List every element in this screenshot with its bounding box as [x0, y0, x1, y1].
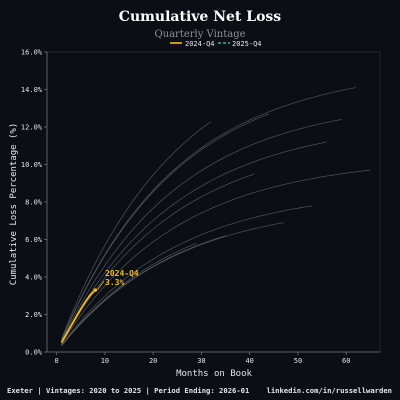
vintage-line: [61, 235, 226, 347]
vintage-line: [61, 173, 255, 344]
y-tick-label: 2.0%: [25, 311, 43, 319]
chart-title: Cumulative Net Loss: [118, 9, 282, 25]
legend: 2024-Q4 2025-Q4: [170, 40, 262, 48]
legend-label-2025-q4: 2025-Q4: [232, 40, 262, 48]
annotation-series-label: 2024-Q4: [105, 269, 139, 278]
chart-subtitle: Quarterly Vintage: [154, 29, 246, 40]
y-tick-label: 16.0%: [21, 49, 43, 57]
highlighted-series: [60, 288, 98, 344]
x-tick-label: 40: [245, 357, 253, 365]
vintage-line: [61, 119, 342, 342]
footer-source: Exeter | Vintages: 2020 to 2025 | Period…: [7, 386, 250, 395]
x-axis-label: Months on Book: [176, 369, 252, 379]
vintage-line: [61, 205, 313, 346]
vintage-line: [61, 141, 327, 343]
x-tick-label: 20: [149, 357, 157, 365]
vintage-line: [61, 87, 356, 341]
background-vintage-lines: [61, 87, 371, 347]
vintage-line: [61, 169, 371, 345]
x-tick-label: 50: [294, 357, 302, 365]
footer-credit: linkedin.com/in/russellwarden: [266, 386, 393, 395]
y-tick-label: 4.0%: [25, 274, 43, 282]
legend-label-2024-q4: 2024-Q4: [185, 40, 215, 48]
y-tick-label: 6.0%: [25, 236, 43, 244]
x-tick-label: 0: [55, 357, 59, 365]
x-tick-label: 10: [101, 357, 109, 365]
series-line-2024-q4: [60, 289, 96, 344]
annotation: 2024-Q4 3.3%: [96, 269, 139, 291]
axes: 0 10 20 30 40 50 60 0.0% 2.0% 4.0% 6.0% 8.0% 10.0% 12…: [21, 49, 381, 365]
series-endpoint-2024-q4: [93, 288, 98, 292]
vintage-line: [61, 113, 270, 341]
x-tick-label: 30: [197, 357, 205, 365]
y-tick-label: 10.0%: [21, 161, 43, 169]
vintage-line: [61, 121, 212, 340]
y-tick-label: 8.0%: [25, 199, 43, 207]
x-tick-label: 60: [342, 357, 350, 365]
annotation-arrow: [96, 280, 105, 291]
annotation-value-label: 3.3%: [105, 278, 124, 287]
y-axis-label: Cumulative Loss Percentage (%): [9, 123, 19, 286]
y-tick-label: 0.0%: [25, 349, 43, 357]
y-tick-label: 12.0%: [21, 124, 43, 132]
vintage-line: [61, 222, 284, 347]
vintage-line: [61, 242, 197, 346]
y-tick-label: 14.0%: [21, 86, 43, 94]
